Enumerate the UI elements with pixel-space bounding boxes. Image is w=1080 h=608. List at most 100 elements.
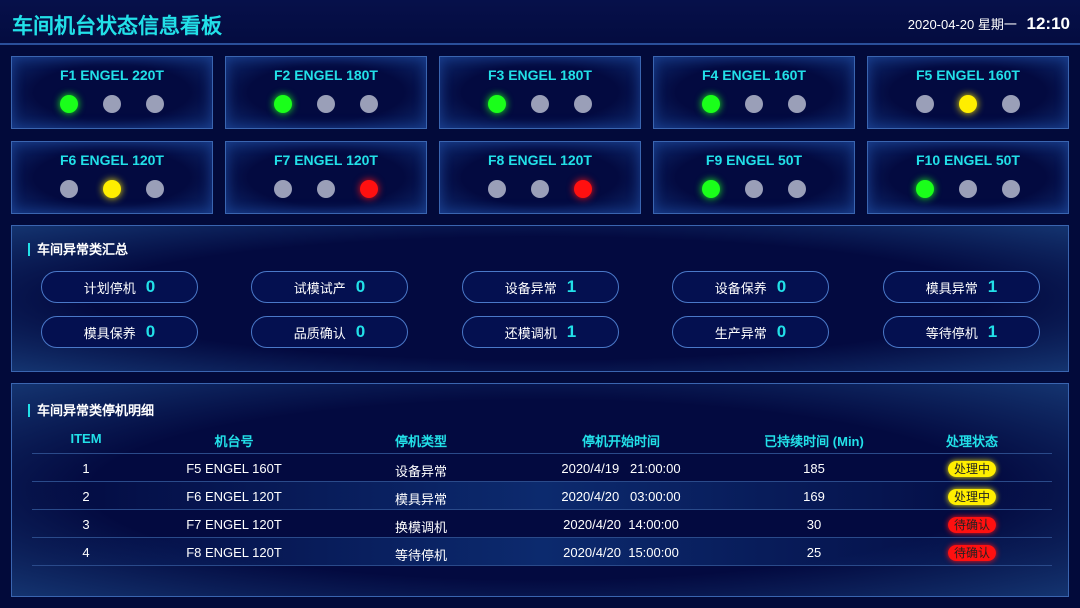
machine-card[interactable]: F9 ENGEL 50T bbox=[653, 141, 855, 214]
status-light-red-icon bbox=[360, 180, 378, 198]
summary-value: 0 bbox=[776, 277, 787, 296]
cell-type: 模具异常 bbox=[394, 492, 448, 507]
detail-panel: 车间异常类停机明细 ITEM 机台号 停机类型 停机开始时间 已持续时间 (Min) 处理… bbox=[11, 383, 1069, 597]
status-light-green-icon bbox=[916, 180, 934, 198]
column-header: 处理状态 bbox=[945, 434, 999, 449]
status-lights bbox=[654, 180, 854, 198]
status-light-off-icon bbox=[788, 95, 806, 113]
summary-item[interactable]: 模具保养 0 bbox=[41, 316, 198, 348]
summary-label: 试模试产 bbox=[293, 280, 346, 296]
cell-machine: F8 ENGEL 120T bbox=[186, 545, 282, 560]
machine-card[interactable]: F1 ENGEL 220T bbox=[11, 56, 213, 129]
summary-value: 0 bbox=[776, 322, 787, 341]
machine-name: F8 ENGEL 120T bbox=[487, 152, 592, 168]
summary-item[interactable]: 计划停机 0 bbox=[41, 271, 198, 303]
status-light-off-icon bbox=[745, 95, 763, 113]
status-light-off-icon bbox=[788, 180, 806, 198]
cell-start: 2020/4/20 15:00:00 bbox=[563, 545, 679, 560]
summary-item[interactable]: 设备异常 1 bbox=[462, 271, 619, 303]
machine-name: F10 ENGEL 50T bbox=[915, 152, 1020, 168]
status-light-off-icon bbox=[574, 95, 592, 113]
cell-duration: 25 bbox=[806, 545, 822, 560]
cell-item: 4 bbox=[82, 545, 90, 560]
cell-item: 1 bbox=[82, 461, 90, 476]
column-header: 停机类型 bbox=[394, 434, 448, 449]
status-light-off-icon bbox=[274, 180, 292, 198]
status-badge: 待确认 bbox=[947, 545, 997, 561]
summary-label: 模具异常 bbox=[925, 280, 978, 296]
summary-title: 车间异常类汇总 bbox=[28, 243, 128, 256]
status-lights bbox=[12, 180, 212, 198]
column-header: 机台号 bbox=[214, 434, 254, 449]
status-light-off-icon bbox=[1002, 95, 1020, 113]
summary-value: 0 bbox=[355, 277, 366, 296]
cell-start: 2020/4/19 21:00:00 bbox=[561, 461, 681, 476]
column-header: 停机开始时间 bbox=[581, 434, 661, 449]
machine-name: F4 ENGEL 160T bbox=[701, 67, 806, 83]
status-light-off-icon bbox=[146, 180, 164, 198]
summary-value: 1 bbox=[566, 322, 577, 341]
cell-start: 2020/4/20 03:00:00 bbox=[561, 489, 681, 504]
summary-label: 设备异常 bbox=[504, 280, 557, 296]
machine-card[interactable]: F5 ENGEL 160T bbox=[867, 56, 1069, 129]
status-light-off-icon bbox=[360, 95, 378, 113]
cell-item: 3 bbox=[82, 517, 90, 532]
table-row[interactable] bbox=[32, 454, 1052, 482]
status-badge: 处理中 bbox=[947, 461, 997, 477]
summary-label: 模具保养 bbox=[83, 325, 136, 341]
cell-start: 2020/4/20 14:00:00 bbox=[563, 517, 679, 532]
summary-item[interactable]: 试模试产 0 bbox=[251, 271, 408, 303]
status-lights bbox=[12, 95, 212, 113]
summary-item[interactable]: 生产异常 0 bbox=[672, 316, 829, 348]
cell-duration: 185 bbox=[803, 461, 825, 476]
status-light-off-icon bbox=[317, 95, 335, 113]
cell-type: 等待停机 bbox=[394, 548, 448, 563]
machine-name: F6 ENGEL 120T bbox=[59, 152, 164, 168]
status-lights bbox=[440, 180, 640, 198]
summary-value: 1 bbox=[987, 277, 998, 296]
summary-label: 品质确认 bbox=[293, 325, 346, 341]
date: 2020-04-20 bbox=[907, 17, 975, 32]
status-light-yellow-icon bbox=[103, 180, 121, 198]
status-lights bbox=[868, 180, 1068, 198]
status-badge: 处理中 bbox=[947, 489, 997, 505]
status-light-off-icon bbox=[60, 180, 78, 198]
summary-label: 等待停机 bbox=[925, 325, 978, 341]
machine-card[interactable]: F2 ENGEL 180T bbox=[225, 56, 427, 129]
machine-card[interactable]: F3 ENGEL 180T bbox=[439, 56, 641, 129]
summary-item[interactable]: 等待停机 1 bbox=[883, 316, 1040, 348]
weekday: 星期一 bbox=[977, 17, 1017, 32]
summary-item[interactable]: 设备保养 0 bbox=[672, 271, 829, 303]
summary-label: 生产异常 bbox=[714, 325, 767, 341]
machine-card[interactable]: F6 ENGEL 120T bbox=[11, 141, 213, 214]
summary-label: 设备保养 bbox=[714, 280, 767, 296]
cell-machine: F7 ENGEL 120T bbox=[186, 517, 282, 532]
header: 车间机台状态信息看板 2020-04-20 星期一 12:10 bbox=[0, 0, 1080, 45]
cell-type: 设备异常 bbox=[394, 464, 448, 479]
status-light-off-icon bbox=[531, 95, 549, 113]
status-light-off-icon bbox=[531, 180, 549, 198]
table-row[interactable] bbox=[32, 538, 1052, 566]
summary-label: 还模调机 bbox=[504, 325, 557, 341]
status-light-off-icon bbox=[146, 95, 164, 113]
status-lights bbox=[440, 95, 640, 113]
table-row[interactable] bbox=[32, 482, 1052, 510]
summary-item[interactable]: 品质确认 0 bbox=[251, 316, 408, 348]
summary-item[interactable]: 模具异常 1 bbox=[883, 271, 1040, 303]
status-light-off-icon bbox=[916, 95, 934, 113]
machine-card[interactable]: F4 ENGEL 160T bbox=[653, 56, 855, 129]
machine-card[interactable]: F7 ENGEL 120T bbox=[225, 141, 427, 214]
machine-card[interactable]: F8 ENGEL 120T bbox=[439, 141, 641, 214]
column-header: ITEM bbox=[70, 431, 102, 446]
column-header: 已持续时间 (Min) bbox=[764, 434, 864, 449]
machine-card[interactable]: F10 ENGEL 50T bbox=[867, 141, 1069, 214]
status-lights bbox=[226, 95, 426, 113]
status-light-off-icon bbox=[317, 180, 335, 198]
datetime: 2020-04-20 星期一 12:10 bbox=[908, 14, 1070, 34]
cell-type: 换模调机 bbox=[394, 520, 448, 535]
machine-name: F1 ENGEL 220T bbox=[59, 67, 164, 83]
summary-item[interactable]: 还模调机 1 bbox=[462, 316, 619, 348]
table-row[interactable] bbox=[32, 510, 1052, 538]
status-lights bbox=[654, 95, 854, 113]
machine-name: F9 ENGEL 50T bbox=[705, 152, 803, 168]
